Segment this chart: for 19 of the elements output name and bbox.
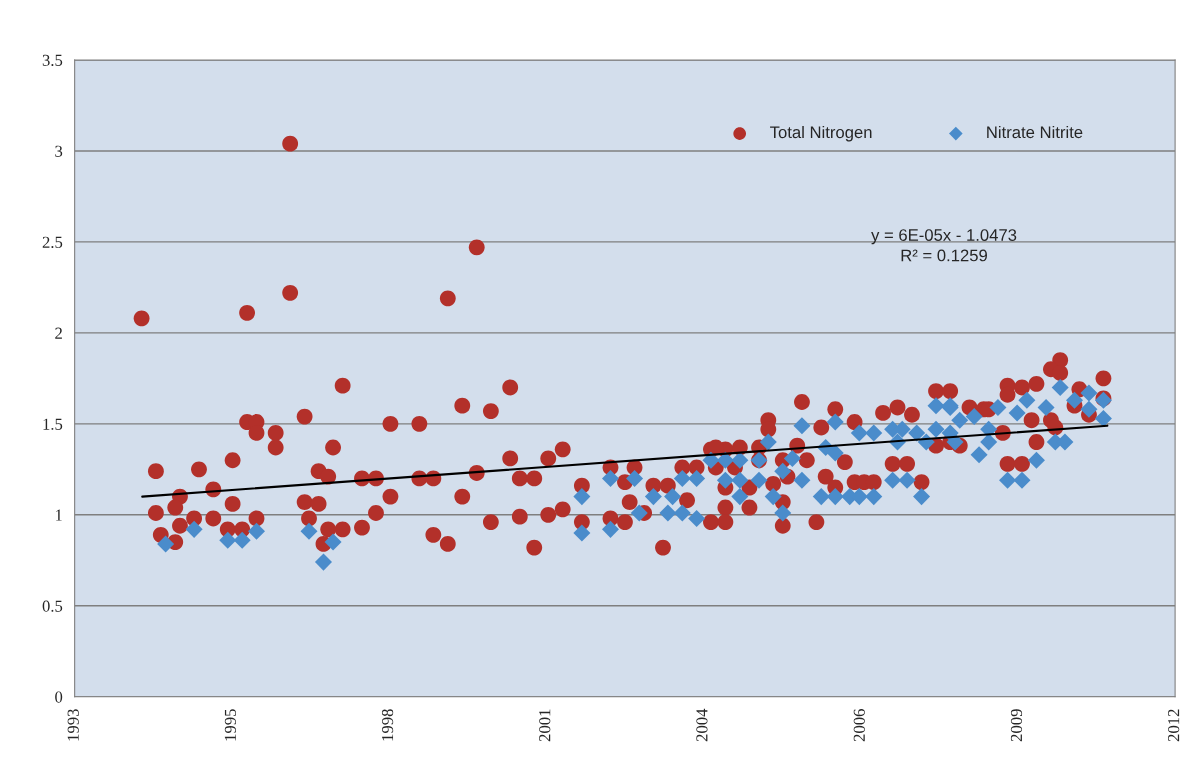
x-tick-label: 2001	[539, 709, 551, 742]
x-tick-label: 1995	[224, 709, 237, 741]
x-tick-label: 1993	[67, 709, 79, 741]
y-tick-label: 1.5	[43, 418, 63, 430]
legend-label: Total Nitrogen	[770, 125, 872, 142]
y-tick-label: 3	[55, 145, 63, 157]
x-tick-label: 2006	[853, 709, 865, 742]
y-tick-label: 0	[55, 691, 63, 703]
x-tick-label: 2009	[1010, 709, 1023, 742]
y-tick-label: 2.5	[42, 236, 63, 248]
x-tick-label: 1998	[381, 709, 394, 741]
annotation: y = 6E-05x - 1.0473 R² = 0.1259	[871, 229, 1017, 262]
x-tick-label: 2012	[1168, 709, 1180, 742]
y-tick-label: 0.5	[42, 600, 63, 612]
y-tick-label: 2	[55, 327, 62, 339]
x-tick-label: 2004	[696, 708, 708, 742]
legend-label: Nitrate Nitrite	[987, 125, 1083, 139]
y-tick-label: 1	[55, 509, 62, 521]
y-tick-label: 3.5	[42, 54, 63, 66]
